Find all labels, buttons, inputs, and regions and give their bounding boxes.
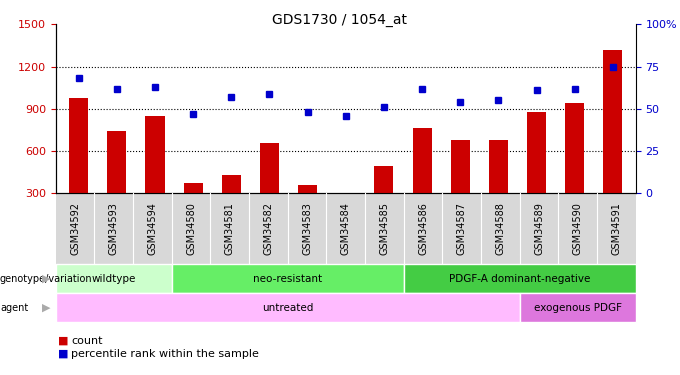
Bar: [489, 140, 508, 236]
Text: GSM34583: GSM34583: [302, 202, 312, 255]
Text: PDGF-A dominant-negative: PDGF-A dominant-negative: [449, 274, 590, 284]
Bar: [298, 185, 317, 236]
Bar: [222, 175, 241, 236]
Text: GSM34594: GSM34594: [148, 202, 158, 255]
Text: GSM34592: GSM34592: [70, 202, 80, 255]
Text: GSM34591: GSM34591: [611, 202, 622, 255]
Text: GSM34589: GSM34589: [534, 202, 544, 255]
Bar: [565, 103, 584, 236]
Text: genotype/variation: genotype/variation: [0, 274, 92, 284]
Bar: [146, 116, 165, 236]
Text: ▶: ▶: [42, 303, 50, 313]
Text: percentile rank within the sample: percentile rank within the sample: [71, 349, 259, 359]
Text: GSM34590: GSM34590: [573, 202, 583, 255]
Text: ■: ■: [58, 336, 68, 346]
Bar: [527, 112, 546, 236]
Text: GSM34582: GSM34582: [263, 202, 273, 255]
Text: agent: agent: [0, 303, 29, 313]
Bar: [375, 166, 394, 236]
Bar: [260, 142, 279, 236]
Bar: [603, 50, 622, 236]
Text: wildtype: wildtype: [92, 274, 136, 284]
Text: GSM34584: GSM34584: [341, 202, 351, 255]
Text: untreated: untreated: [262, 303, 313, 313]
Text: GSM34586: GSM34586: [418, 202, 428, 255]
Bar: [451, 140, 470, 236]
Bar: [413, 128, 432, 236]
Bar: [184, 183, 203, 236]
Text: GSM34587: GSM34587: [457, 202, 466, 255]
Text: count: count: [71, 336, 103, 346]
Text: exogenous PDGF: exogenous PDGF: [534, 303, 622, 313]
Text: ■: ■: [58, 349, 68, 359]
Text: GDS1730 / 1054_at: GDS1730 / 1054_at: [273, 13, 407, 27]
Text: neo-resistant: neo-resistant: [253, 274, 322, 284]
Text: GSM34593: GSM34593: [109, 202, 119, 255]
Text: GSM34580: GSM34580: [186, 202, 196, 255]
Bar: [107, 131, 126, 236]
Text: GSM34581: GSM34581: [225, 202, 235, 255]
Text: ▶: ▶: [42, 274, 50, 284]
Bar: [336, 197, 356, 236]
Text: GSM34588: GSM34588: [496, 202, 505, 255]
Bar: [69, 98, 88, 236]
Text: GSM34585: GSM34585: [379, 202, 390, 255]
